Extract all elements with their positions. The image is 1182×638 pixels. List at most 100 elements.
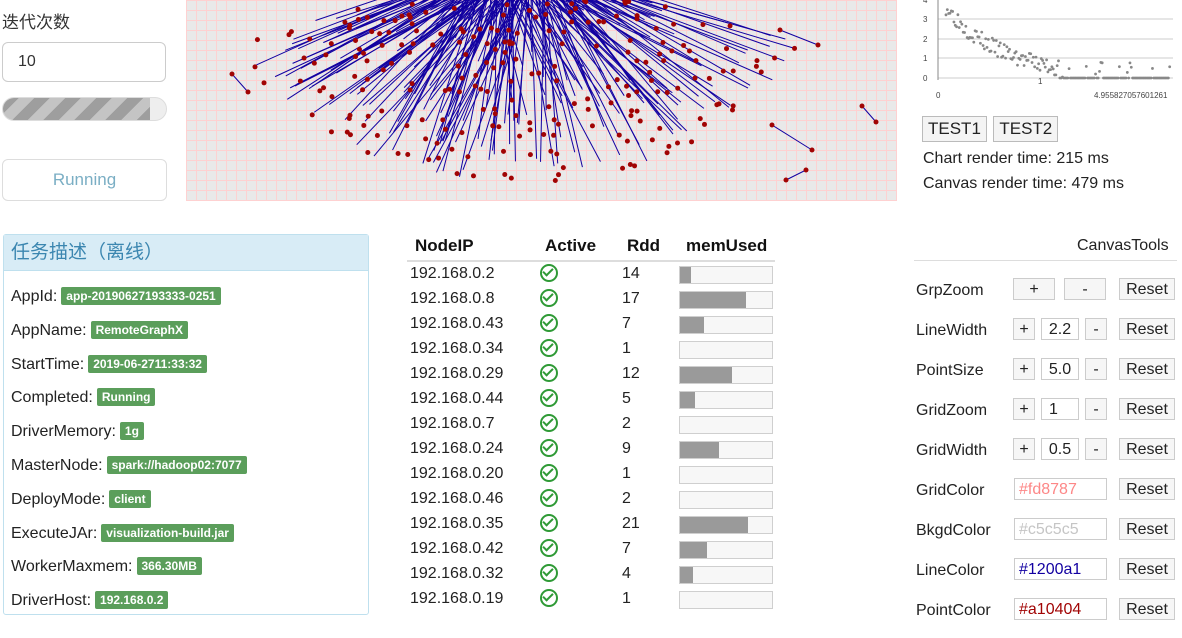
graph-edge bbox=[462, 0, 510, 121]
graph-node bbox=[664, 150, 670, 156]
linewidth-input[interactable]: 2.2 bbox=[1041, 318, 1079, 340]
scatter-point bbox=[1029, 52, 1033, 56]
task-row-label: DriverMemory: bbox=[11, 423, 116, 441]
gridcolor-input[interactable]: #fd8787 bbox=[1014, 478, 1107, 500]
scatter-point bbox=[1100, 61, 1104, 65]
graph-node bbox=[546, 28, 552, 34]
graph-node bbox=[585, 106, 591, 112]
graph-edge bbox=[630, 0, 795, 49]
graph-node bbox=[438, 31, 444, 37]
mem-used-fill bbox=[680, 542, 707, 558]
scatter-point bbox=[1002, 43, 1006, 46]
graph-node bbox=[502, 172, 508, 178]
graph-edge bbox=[489, 0, 493, 35]
graph-node bbox=[392, 18, 398, 24]
graph-edge bbox=[435, 0, 501, 137]
scatter-point bbox=[977, 35, 981, 39]
node-ip: 192.168.0.2 bbox=[410, 265, 495, 282]
graph-edge bbox=[369, 0, 482, 105]
task-row-value-badge: visualization-build.jar bbox=[101, 523, 234, 542]
scatter-point bbox=[972, 40, 976, 44]
gridzoom-minus-button[interactable]: - bbox=[1085, 398, 1107, 420]
pointsize-minus-button[interactable]: - bbox=[1085, 358, 1107, 380]
graph-node bbox=[381, 18, 387, 24]
graph-edge bbox=[315, 0, 378, 21]
pointsize-reset-button[interactable]: Reset bbox=[1119, 358, 1175, 380]
table-row: 192.168.0.46 2 bbox=[407, 487, 787, 512]
scatter-point bbox=[1049, 68, 1052, 71]
graph-node bbox=[669, 48, 675, 54]
graph-node bbox=[344, 129, 350, 135]
gridzoom-reset-button[interactable]: Reset bbox=[1119, 398, 1175, 420]
graph-node bbox=[504, 2, 510, 8]
graph-node bbox=[261, 80, 267, 86]
linecolor-input[interactable]: #1200a1 bbox=[1014, 558, 1107, 580]
bkgdcolor-reset-button[interactable]: Reset bbox=[1119, 518, 1175, 540]
graph-node bbox=[628, 113, 634, 119]
gridzoom-input[interactable]: 1 bbox=[1041, 398, 1079, 420]
graph-svg bbox=[229, 0, 879, 184]
linewidth-reset-button[interactable]: Reset bbox=[1119, 318, 1175, 340]
linewidth-minus-button[interactable]: - bbox=[1085, 318, 1107, 340]
graph-edge bbox=[785, 169, 807, 181]
linewidth-plus-button[interactable]: + bbox=[1013, 318, 1035, 340]
mem-used-fill bbox=[680, 517, 749, 533]
table-row: 192.168.0.8 17 bbox=[407, 287, 787, 312]
graph-node bbox=[675, 140, 681, 146]
graph-edge bbox=[430, 0, 447, 11]
scatter-point bbox=[1116, 76, 1120, 80]
graph-node bbox=[500, 12, 506, 18]
graph-edge bbox=[440, 0, 496, 114]
graph-node bbox=[364, 58, 370, 64]
rdd-count: 17 bbox=[622, 290, 640, 307]
graph-canvas[interactable] bbox=[186, 0, 897, 201]
graph-edge bbox=[583, 0, 621, 25]
rdd-count: 1 bbox=[622, 340, 631, 357]
gridwidth-input[interactable]: 0.5 bbox=[1041, 438, 1079, 460]
grpzoom-reset-button[interactable]: Reset bbox=[1119, 278, 1175, 300]
gridwidth-plus-button[interactable]: + bbox=[1013, 438, 1035, 460]
grpzoom-plus-button[interactable]: + bbox=[1013, 278, 1055, 300]
gridwidth-reset-button[interactable]: Reset bbox=[1119, 438, 1175, 460]
bkgdcolor-input[interactable]: #c5c5c5 bbox=[1014, 518, 1107, 540]
graph-node bbox=[514, 30, 520, 36]
x-tick-label: 4.955827057601261 bbox=[1094, 91, 1168, 100]
graph-node bbox=[379, 108, 385, 114]
pointsize-input[interactable]: 5.0 bbox=[1041, 358, 1079, 380]
pointcolor-input[interactable]: #a10404 bbox=[1014, 598, 1107, 620]
table-row: 192.168.0.7 2 bbox=[407, 412, 787, 437]
task-row-label: WorkerMaxmem: bbox=[11, 558, 133, 576]
graph-node bbox=[254, 37, 260, 43]
graph-node bbox=[554, 151, 560, 157]
test1-button[interactable]: TEST1 bbox=[922, 116, 987, 142]
iteration-count-input[interactable]: 10 bbox=[2, 42, 166, 82]
graph-node bbox=[517, 133, 523, 139]
gridcolor-reset-button[interactable]: Reset bbox=[1119, 478, 1175, 500]
task-row: DriverMemory: 1g bbox=[11, 422, 144, 441]
node-ip: 192.168.0.46 bbox=[410, 490, 504, 507]
graph-node bbox=[409, 1, 415, 7]
grpzoom-minus-button[interactable]: - bbox=[1064, 278, 1106, 300]
graph-node bbox=[423, 136, 429, 142]
scatter-point bbox=[1128, 61, 1132, 65]
mem-used-bar bbox=[679, 266, 773, 284]
graph-node bbox=[386, 29, 392, 35]
graph-edge bbox=[511, 0, 515, 121]
run-button[interactable]: Running bbox=[2, 159, 167, 201]
test2-button[interactable]: TEST2 bbox=[993, 116, 1059, 142]
scatter-point bbox=[982, 47, 986, 51]
graph-node bbox=[434, 140, 440, 146]
gridwidth-minus-button[interactable]: - bbox=[1085, 438, 1107, 460]
pointcolor-reset-button[interactable]: Reset bbox=[1119, 598, 1175, 620]
pointsize-plus-button[interactable]: + bbox=[1013, 358, 1035, 380]
gridzoom-plus-button[interactable]: + bbox=[1013, 398, 1035, 420]
scatter-point bbox=[1096, 76, 1100, 80]
graph-edge bbox=[442, 0, 488, 172]
graph-node bbox=[311, 60, 317, 66]
graph-edge bbox=[538, 0, 620, 114]
linecolor-reset-button[interactable]: Reset bbox=[1119, 558, 1175, 580]
active-check-icon bbox=[540, 314, 558, 332]
table-row: 192.168.0.43 7 bbox=[407, 312, 787, 337]
graph-node bbox=[529, 71, 535, 77]
mem-used-bar bbox=[679, 441, 773, 459]
